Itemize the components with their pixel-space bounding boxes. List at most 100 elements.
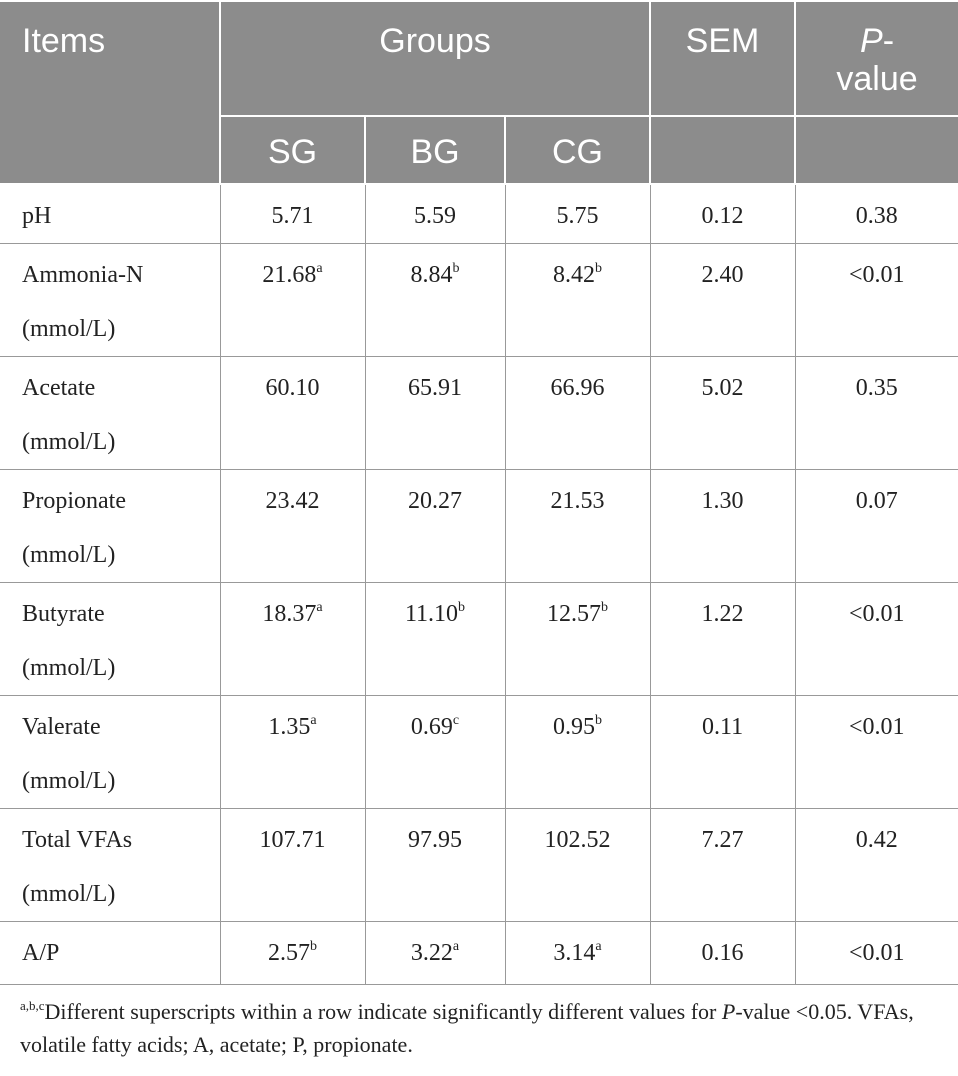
- value-cell: 0.95b: [504, 695, 651, 809]
- item-cell: Acetate (mmol/L): [0, 356, 221, 470]
- superscript: b: [458, 600, 466, 615]
- value-text: 102.52: [544, 827, 611, 853]
- value-cell: 8.84b: [364, 243, 506, 357]
- superscript: a: [452, 939, 460, 954]
- sem-cell: 1.22: [649, 582, 796, 696]
- sem-cell: 0.12: [649, 183, 796, 244]
- superscript: a: [310, 713, 317, 728]
- value-cell: 107.71: [219, 808, 366, 922]
- item-text: Ammonia-N: [22, 262, 144, 288]
- footnote-text: P: [721, 999, 736, 1024]
- value-text: 3.22: [410, 940, 453, 966]
- value-text: 65.91: [408, 375, 462, 401]
- data-table: Items Groups SEM P-value SG BG CG pH 5.71 5.59 5.7…: [0, 0, 958, 985]
- item-cell: Valerate (mmol/L): [0, 695, 221, 809]
- superscript: a: [595, 939, 602, 954]
- value-cell: 5.59: [364, 183, 506, 244]
- value-cell: 8.42b: [504, 243, 651, 357]
- p-cell: 0.42: [794, 808, 958, 922]
- value-cell: 20.27: [364, 469, 506, 583]
- superscript: a: [316, 261, 323, 276]
- item-text: (mmol/L): [22, 542, 116, 568]
- body-row: Acetate (mmol/L) 60.10 65.91 66.96 5.02 0.35: [0, 356, 958, 470]
- body-row: A/P 2.57b 3.22a 3.14a 0.16 <0.01: [0, 921, 958, 985]
- value-text: 60.10: [265, 375, 320, 401]
- header-cell: [794, 115, 958, 185]
- item-cell: Total VFAs (mmol/L): [0, 808, 221, 922]
- value-cell: 21.53: [504, 469, 651, 583]
- item-text: pH: [22, 203, 52, 229]
- p-cell: <0.01: [794, 243, 958, 357]
- header-row: Items Groups SEM P-value: [0, 0, 958, 185]
- superscript: c: [452, 713, 460, 728]
- header-cell: BG: [364, 115, 506, 185]
- value-cell: 5.75: [504, 183, 651, 244]
- p-cell: <0.01: [794, 921, 958, 985]
- header-cell: SEM: [649, 0, 797, 117]
- item-text: Acetate: [22, 375, 96, 401]
- header-cell: CG: [503, 115, 652, 185]
- item-cell: Propionate (mmol/L): [0, 469, 221, 583]
- item-cell: Ammonia-N (mmol/L): [0, 243, 221, 357]
- value-text: 8.84: [410, 262, 453, 288]
- superscript: a: [316, 600, 323, 615]
- superscript: b: [601, 600, 608, 615]
- p-cell: 0.38: [794, 183, 958, 244]
- superscript: b: [452, 261, 460, 276]
- value-cell: 0.69c: [364, 695, 506, 809]
- value-cell: 3.22a: [364, 921, 506, 985]
- header-text: -value: [836, 22, 918, 98]
- header-cell: Items: [0, 0, 221, 185]
- value-cell: 102.52: [504, 808, 651, 922]
- body-row: Ammonia-N (mmol/L) 21.68a 8.84b 8.42b 2.40 <0.…: [0, 243, 958, 357]
- value-text: 66.96: [550, 375, 605, 401]
- p-cell: 0.35: [794, 356, 958, 470]
- sem-cell: 7.27: [649, 808, 796, 922]
- header-cell: P-value: [794, 0, 958, 117]
- value-cell: 21.68a: [219, 243, 366, 357]
- value-cell: 23.42: [219, 469, 366, 583]
- header-cell: Groups: [218, 0, 652, 117]
- value-cell: 5.71: [219, 183, 366, 244]
- value-cell: 60.10: [219, 356, 366, 470]
- value-text: 5.59: [414, 203, 456, 229]
- footnote-text: Different superscripts within a row indi…: [44, 999, 722, 1024]
- item-text: Propionate: [22, 488, 126, 514]
- value-cell: 66.96: [504, 356, 651, 470]
- header-row: SG BG CG: [0, 115, 958, 185]
- value-text: 107.71: [259, 827, 326, 853]
- superscript: b: [310, 939, 317, 954]
- value-cell: 97.95: [364, 808, 506, 922]
- sem-cell: 5.02: [649, 356, 796, 470]
- footnote-sup: a,b,c: [20, 998, 45, 1013]
- item-text: (mmol/L): [22, 768, 116, 794]
- value-text: 11.10: [404, 601, 459, 627]
- sem-cell: 0.11: [649, 695, 796, 809]
- value-text: 3.14: [553, 940, 596, 966]
- value-text: 8.42: [553, 262, 595, 288]
- value-cell: 12.57b: [504, 582, 651, 696]
- body-row: Propionate (mmol/L) 23.42 20.27 21.53 1.30 0.0…: [0, 469, 958, 583]
- p-cell: <0.01: [794, 695, 958, 809]
- item-cell: pH: [0, 183, 221, 244]
- item-text: Total VFAs: [22, 827, 133, 853]
- footnote: a,b,cDifferent superscripts within a row…: [0, 985, 958, 1061]
- header-text: P: [860, 22, 883, 60]
- item-text: (mmol/L): [22, 316, 116, 342]
- body-row: pH 5.71 5.59 5.75 0.12 0.38: [0, 183, 958, 244]
- sem-cell: 1.30: [649, 469, 796, 583]
- footnote-text: -value <0.05. VFAs, volatile fatty acids…: [20, 999, 914, 1057]
- superscript: b: [595, 261, 602, 276]
- value-text: 2.57: [268, 940, 310, 966]
- value-cell: 3.14a: [504, 921, 651, 985]
- value-cell: 18.37a: [219, 582, 366, 696]
- sem-cell: 0.16: [649, 921, 796, 985]
- item-text: (mmol/L): [22, 881, 116, 907]
- item-text: Valerate: [22, 714, 101, 740]
- item-text: A/P: [22, 940, 60, 966]
- header-cell: [649, 115, 797, 185]
- item-text: (mmol/L): [22, 655, 116, 681]
- value-text: 97.95: [408, 827, 462, 853]
- body-row: Valerate (mmol/L) 1.35a 0.69c 0.95b 0.11 <0.01: [0, 695, 958, 809]
